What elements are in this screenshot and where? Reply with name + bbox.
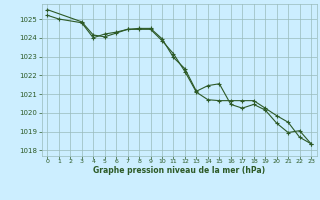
X-axis label: Graphe pression niveau de la mer (hPa): Graphe pression niveau de la mer (hPa) xyxy=(93,166,265,175)
